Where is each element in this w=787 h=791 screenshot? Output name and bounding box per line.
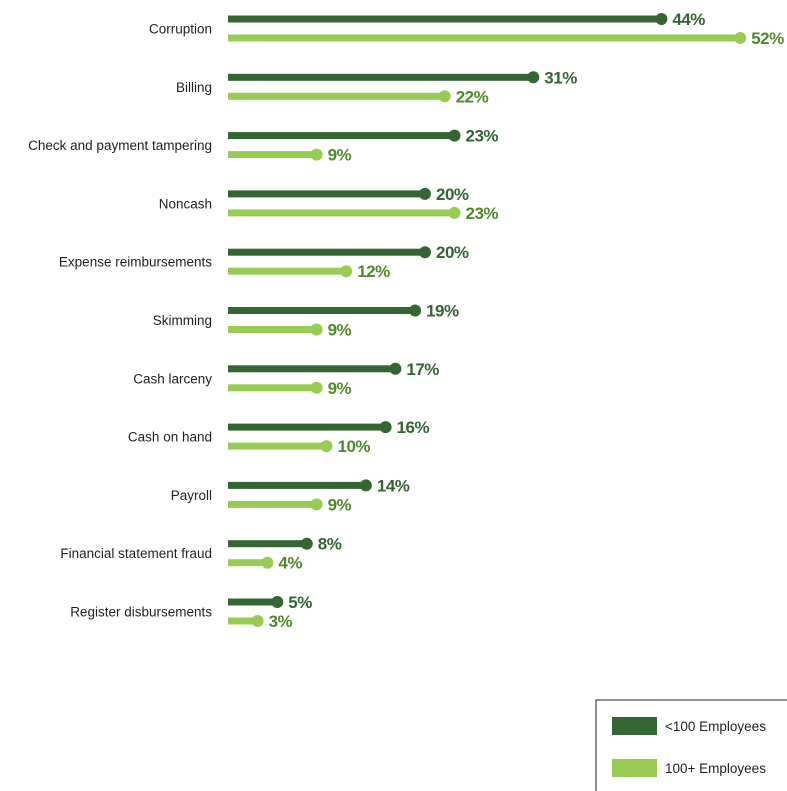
dot-small (359, 479, 372, 492)
legend-swatch-small (612, 717, 657, 735)
bar-large (228, 442, 327, 450)
dot-large (261, 556, 274, 569)
bar-small (228, 248, 425, 256)
dot-small (419, 187, 431, 200)
bar-large (228, 267, 347, 275)
bar-small (228, 73, 534, 81)
value-label-large: 22% (456, 87, 489, 106)
legend-swatch-large (612, 759, 657, 777)
bar-large (228, 34, 741, 42)
dot-small (300, 537, 313, 550)
dot-small (409, 304, 422, 317)
dot-large (310, 323, 323, 336)
dot-small (389, 362, 402, 375)
value-label-large: 10% (338, 437, 371, 456)
value-label-large: 23% (466, 204, 499, 223)
value-label-small: 16% (397, 418, 430, 437)
value-label-small: 23% (466, 127, 499, 146)
dot-large (734, 32, 747, 44)
bar-small (228, 423, 386, 431)
value-label-large: 9% (328, 321, 352, 340)
category-label: Financial statement fraud (60, 546, 212, 561)
value-label-small: 44% (672, 10, 705, 29)
chart-marks: 44%52%31%22%23%9%20%23%20%12%19%9%17%9%1… (228, 10, 785, 631)
category-label: Noncash (159, 196, 212, 211)
bar-small (228, 365, 396, 373)
dot-small (419, 246, 431, 259)
bar-large (228, 500, 317, 508)
bar-large (228, 209, 455, 217)
category-label: Expense reimbursements (59, 255, 212, 270)
value-label-large: 52% (751, 29, 784, 48)
legend: <100 Employees 100+ Employees (595, 699, 787, 791)
value-label-large: 4% (278, 554, 302, 573)
bar-large (228, 326, 317, 333)
category-label: Billing (176, 80, 212, 95)
value-label-small: 20% (436, 185, 469, 204)
value-label-small: 31% (544, 68, 577, 87)
category-label: Check and payment tampering (28, 138, 212, 153)
dot-large (320, 440, 333, 453)
value-label-small: 14% (377, 476, 410, 495)
value-label-large: 12% (357, 262, 390, 281)
category-label: Cash larceny (133, 371, 212, 386)
bar-large (228, 559, 268, 567)
category-labels: Corruption Billing Check and payment tampe… (28, 22, 212, 620)
bar-small (228, 190, 425, 198)
dot-small (527, 71, 540, 84)
dot-small (271, 596, 284, 608)
bar-large (228, 151, 317, 159)
category-label: Corruption (149, 22, 212, 37)
bar-large (228, 92, 445, 100)
bar-small (228, 307, 416, 314)
value-label-small: 20% (436, 243, 469, 262)
bar-small (228, 15, 662, 23)
category-label: Cash on hand (128, 430, 212, 445)
value-label-small: 17% (406, 360, 439, 379)
value-label-large: 9% (328, 379, 352, 398)
dot-large (448, 206, 461, 219)
value-label-small: 5% (288, 593, 312, 612)
dot-small (379, 421, 392, 434)
bar-large (228, 617, 258, 625)
dot-large (310, 381, 323, 394)
dot-large (310, 148, 323, 161)
legend-box (595, 699, 787, 791)
dot-small (448, 129, 461, 142)
bar-small (228, 598, 278, 606)
dot-large (340, 265, 353, 278)
category-label: Register disbursements (70, 605, 212, 620)
value-label-large: 9% (328, 495, 352, 514)
legend-label-small: <100 Employees (665, 719, 766, 734)
dot-large (310, 498, 323, 511)
legend-label-large: 100+ Employees (665, 761, 766, 776)
category-label: Payroll (171, 488, 212, 503)
dot-large (438, 90, 451, 103)
bar-large (228, 384, 317, 392)
dot-small (655, 13, 668, 25)
value-label-small: 8% (318, 535, 342, 554)
value-label-large: 3% (269, 612, 293, 631)
bar-small (228, 132, 455, 140)
category-label: Skimming (153, 313, 212, 328)
bar-small (228, 540, 307, 548)
value-label-large: 9% (328, 146, 352, 165)
dot-large (251, 615, 264, 627)
value-label-small: 19% (426, 302, 459, 321)
bar-small (228, 481, 366, 489)
